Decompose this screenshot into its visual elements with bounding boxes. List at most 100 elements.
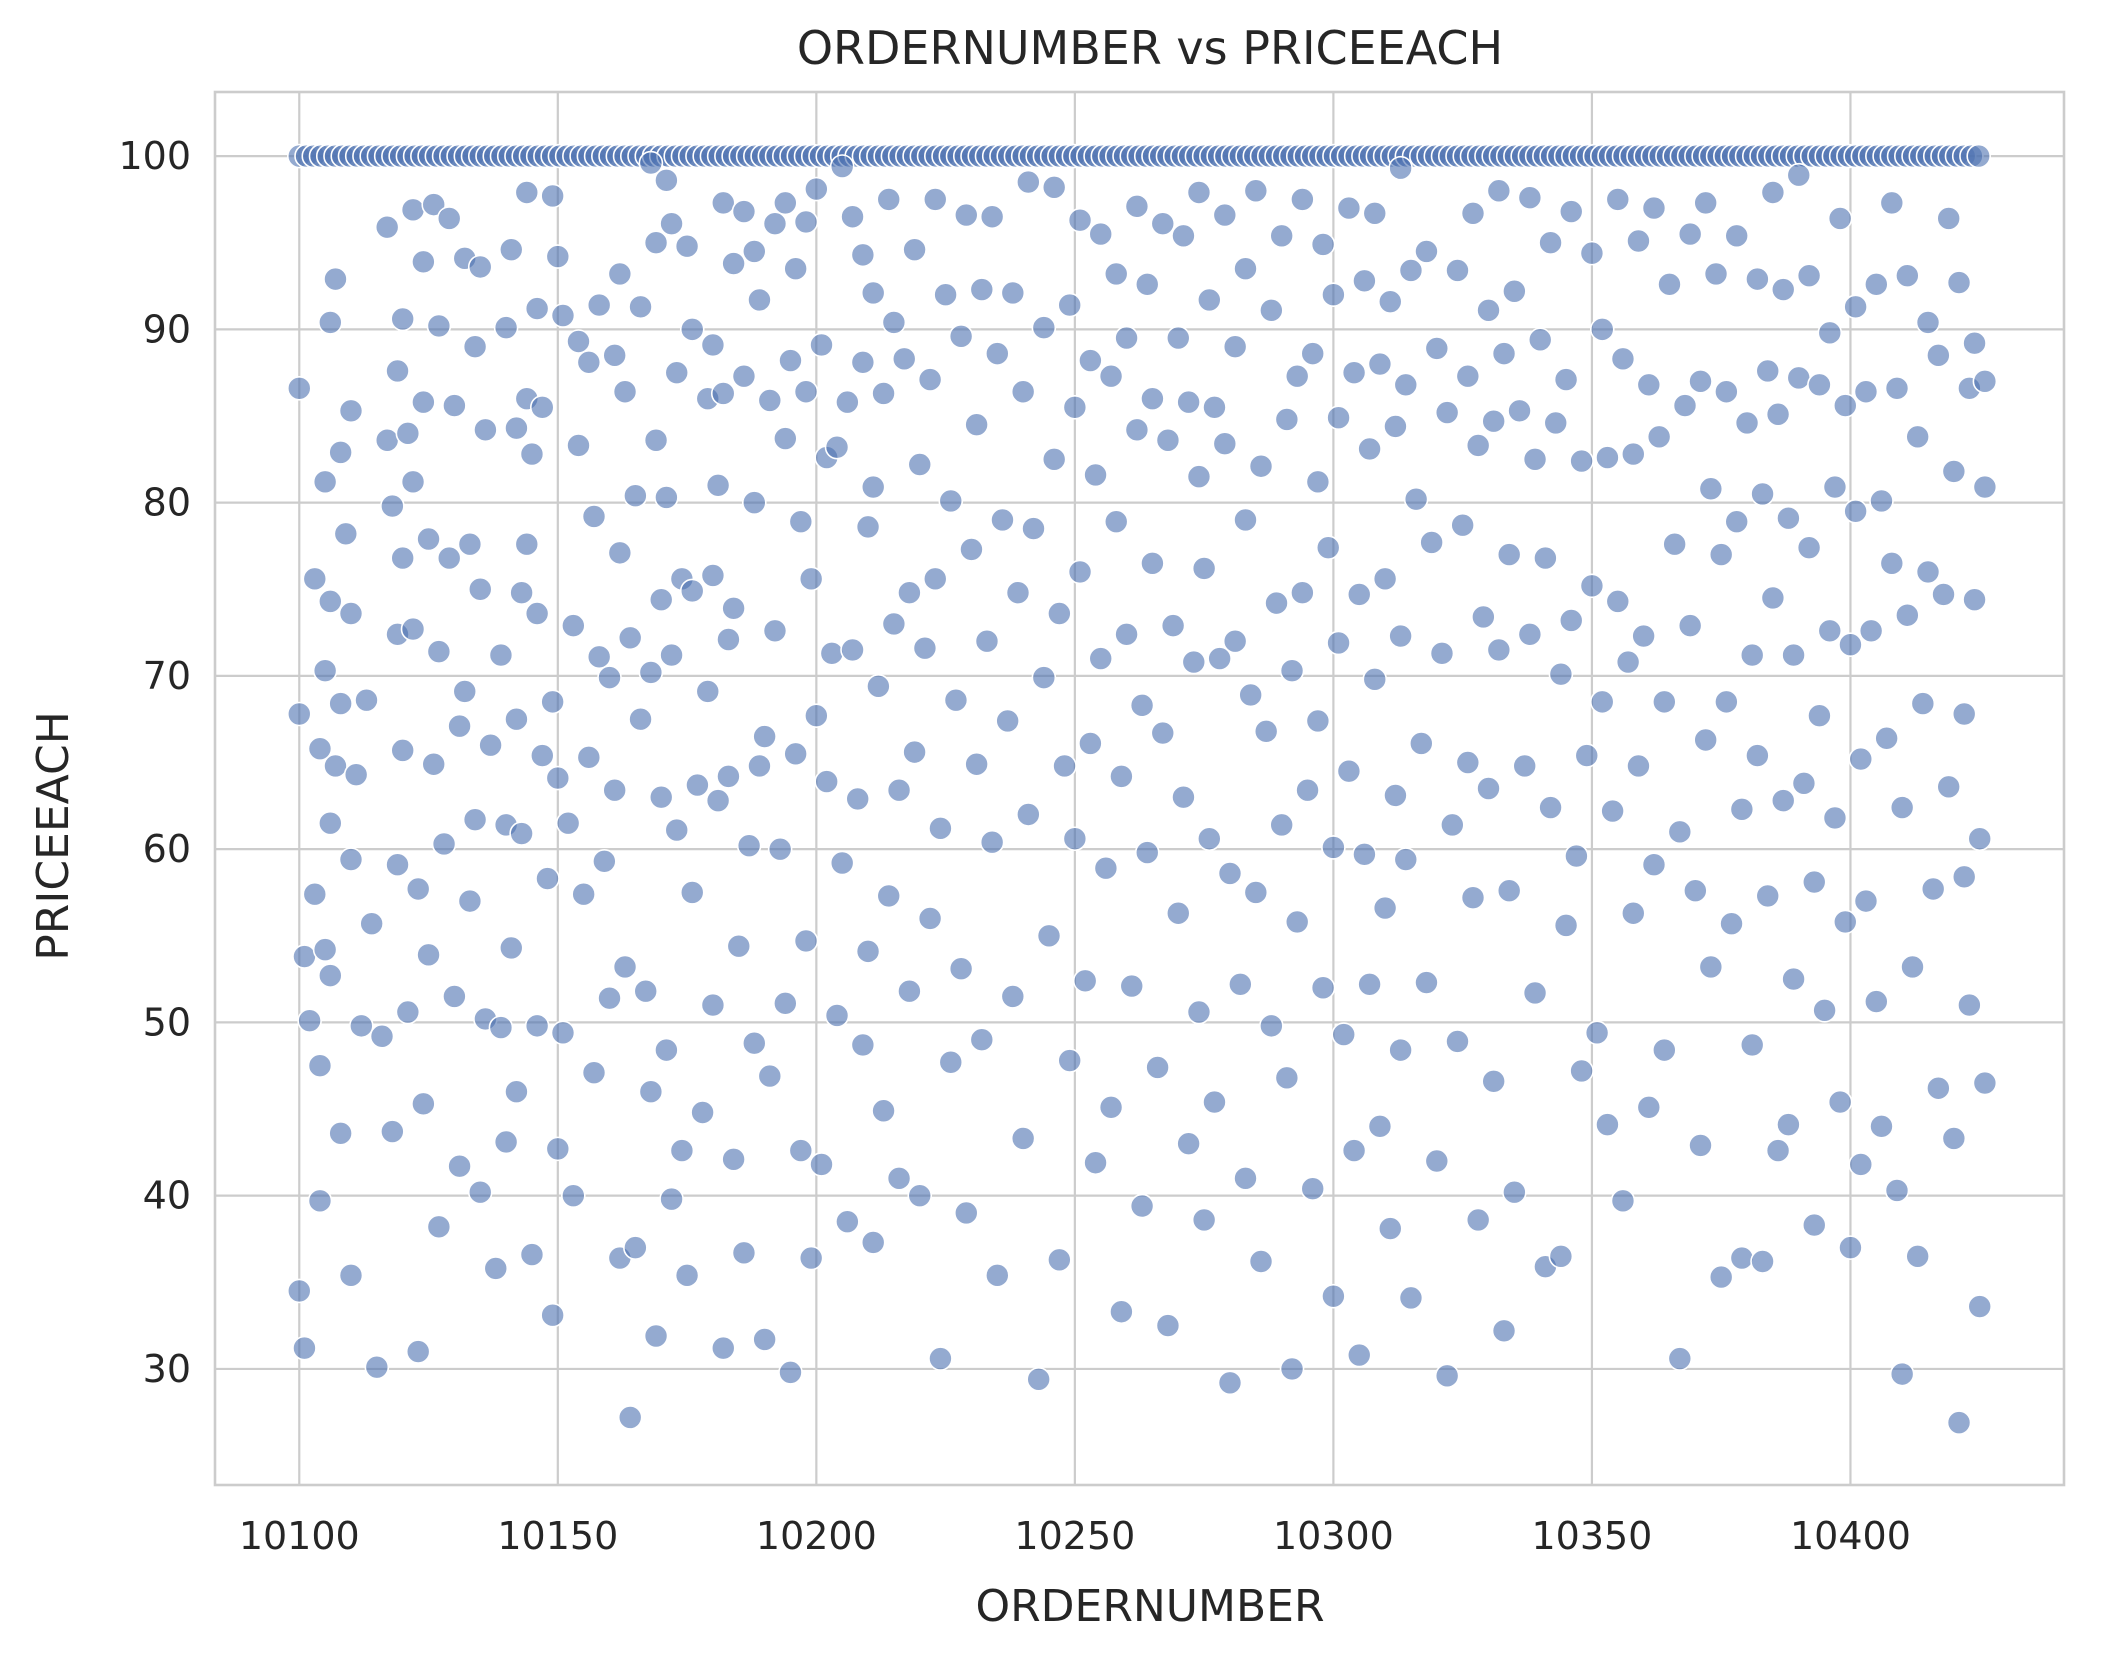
data-point [1367,1114,1393,1139]
data-point [312,658,338,683]
data-point [710,381,736,406]
data-point [1471,604,1496,630]
x-axis-label: ORDERNUMBER [975,1581,1324,1632]
data-point [1864,272,1889,297]
data-point [1212,202,1238,228]
data-point [1564,843,1589,869]
data-point [1915,559,1941,585]
data-point [292,1335,317,1361]
data-point [1010,379,1036,405]
data-point [1729,796,1755,822]
data-point [1522,980,1548,1006]
data-point [922,566,948,592]
data-point [442,393,467,418]
data-point [1243,880,1269,905]
data-point [809,1152,834,1177]
data-point [1672,393,1698,418]
data-point [850,349,876,375]
data-point [1889,795,1915,820]
data-point [897,580,922,606]
data-point [773,426,798,451]
data-point [292,944,317,969]
data-point [312,469,338,495]
data-point [369,1023,395,1049]
data-point [1962,330,1987,356]
data-point [669,1138,695,1163]
data-point [529,743,555,768]
data-point [1946,1410,1972,1435]
data-point [586,644,612,670]
data-point [757,1063,783,1089]
data-point [664,817,690,843]
data-point [390,306,415,332]
data-point [400,197,426,223]
data-point [866,673,891,699]
data-point [1191,556,1217,581]
data-point [1388,1037,1413,1063]
data-point [597,665,622,690]
data-point [659,1186,684,1212]
data-point [1346,582,1372,607]
data-point [607,540,633,566]
data-point [1734,410,1760,436]
data-point [876,883,902,909]
data-point [1078,731,1103,756]
data-point [385,852,410,878]
data-point [1290,187,1315,212]
data-point [938,488,964,514]
data-point [576,349,602,375]
data-point [307,1053,333,1079]
data-point [617,625,643,651]
data-point [509,580,534,606]
x-tick-label: 10250 [1014,1514,1135,1558]
data-point [1212,431,1238,457]
data-point [1796,535,1822,560]
chart-title: ORDERNUMBER vs PRICEEACH [797,21,1503,75]
data-point [1346,1342,1372,1368]
data-point [467,1179,493,1205]
data-point [1460,200,1486,226]
data-point [752,1327,777,1352]
data-point [343,762,369,787]
data-point [1584,1020,1610,1046]
data-point [1403,486,1429,512]
data-point [1093,855,1119,881]
data-point [1434,1363,1460,1389]
data-point [1817,618,1843,644]
data-point [462,334,488,359]
data-point [1134,840,1160,865]
data-point [809,332,834,358]
data-point [338,398,364,424]
data-point [498,935,524,961]
data-point [1838,632,1863,657]
data-point [561,613,586,638]
data-point [1052,753,1077,779]
data-point [778,348,803,373]
data-point [602,343,627,368]
data-point [1274,1065,1300,1091]
data-point [643,1323,669,1349]
data-point [1652,1037,1677,1063]
data-point [897,978,922,1004]
data-point [721,251,746,276]
data-point [302,566,328,592]
data-point [1434,400,1460,425]
data-point [793,379,819,405]
data-point [648,587,674,612]
y-tick-label: 60 [143,827,191,871]
data-point [318,810,343,836]
data-point [891,346,917,372]
data-point [1284,909,1310,935]
data-point [436,545,462,571]
x-tick-label: 10150 [497,1514,618,1558]
data-point [1631,623,1656,649]
data-point [1341,1138,1367,1163]
data-point [1610,1188,1636,1214]
data-point [1134,272,1160,297]
data-point [1677,613,1703,638]
data-point [633,978,659,1004]
data-point [1610,346,1636,372]
data-point [1538,230,1563,256]
data-point [1300,1176,1326,1202]
data-point [1264,590,1289,616]
